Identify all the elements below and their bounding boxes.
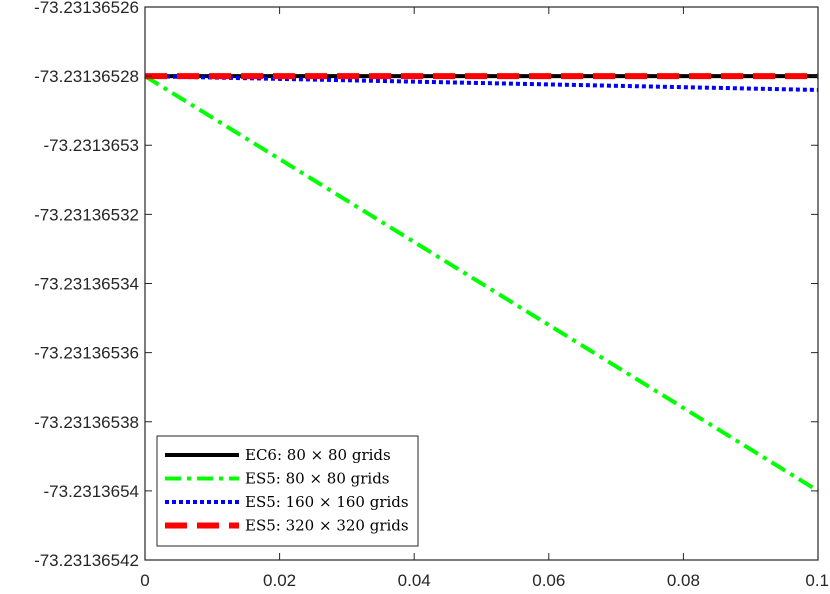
legend-label-4: ES5: 320 × 320 grids — [245, 517, 409, 535]
x-tick-label: 0.04 — [398, 571, 431, 590]
y-tick-label: -73.2313653 — [44, 136, 139, 155]
x-tick-label: 0.1 — [805, 571, 829, 590]
legend-label-3: ES5: 160 × 160 grids — [245, 493, 409, 511]
y-tick-label: -73.23136532 — [34, 205, 139, 224]
y-tick-label: -73.23136534 — [34, 274, 139, 293]
legend-label-1: EC6: 80 × 80 grids — [245, 446, 391, 464]
y-tick-label: -73.23136542 — [34, 551, 139, 570]
y-tick-label: -73.23136526 — [34, 0, 139, 17]
x-tick-label: 0.08 — [667, 571, 700, 590]
x-tick-label: 0.06 — [532, 571, 565, 590]
legend: EC6: 80 × 80 grids ES5: 80 × 80 grids ES5:… — [156, 435, 419, 547]
y-tick-label: -73.23136536 — [34, 344, 139, 363]
series-line-2 — [143, 74, 820, 493]
x-tick-label: 0.02 — [263, 571, 296, 590]
x-tick-label: 0 — [140, 571, 149, 590]
x-axis-ticks: 0 0.02 0.04 0.06 0.08 0.1 — [140, 7, 829, 590]
legend-label-2: ES5: 80 × 80 grids — [245, 470, 390, 488]
y-tick-label: -73.2313654 — [44, 482, 139, 501]
y-tick-label: -73.23136538 — [34, 413, 139, 432]
y-axis-ticks: -73.23136526 -73.23136528 -73.2313653 -73.2… — [34, 0, 818, 570]
plot-lines — [143, 73, 820, 493]
y-tick-label: -73.23136528 — [34, 67, 139, 86]
